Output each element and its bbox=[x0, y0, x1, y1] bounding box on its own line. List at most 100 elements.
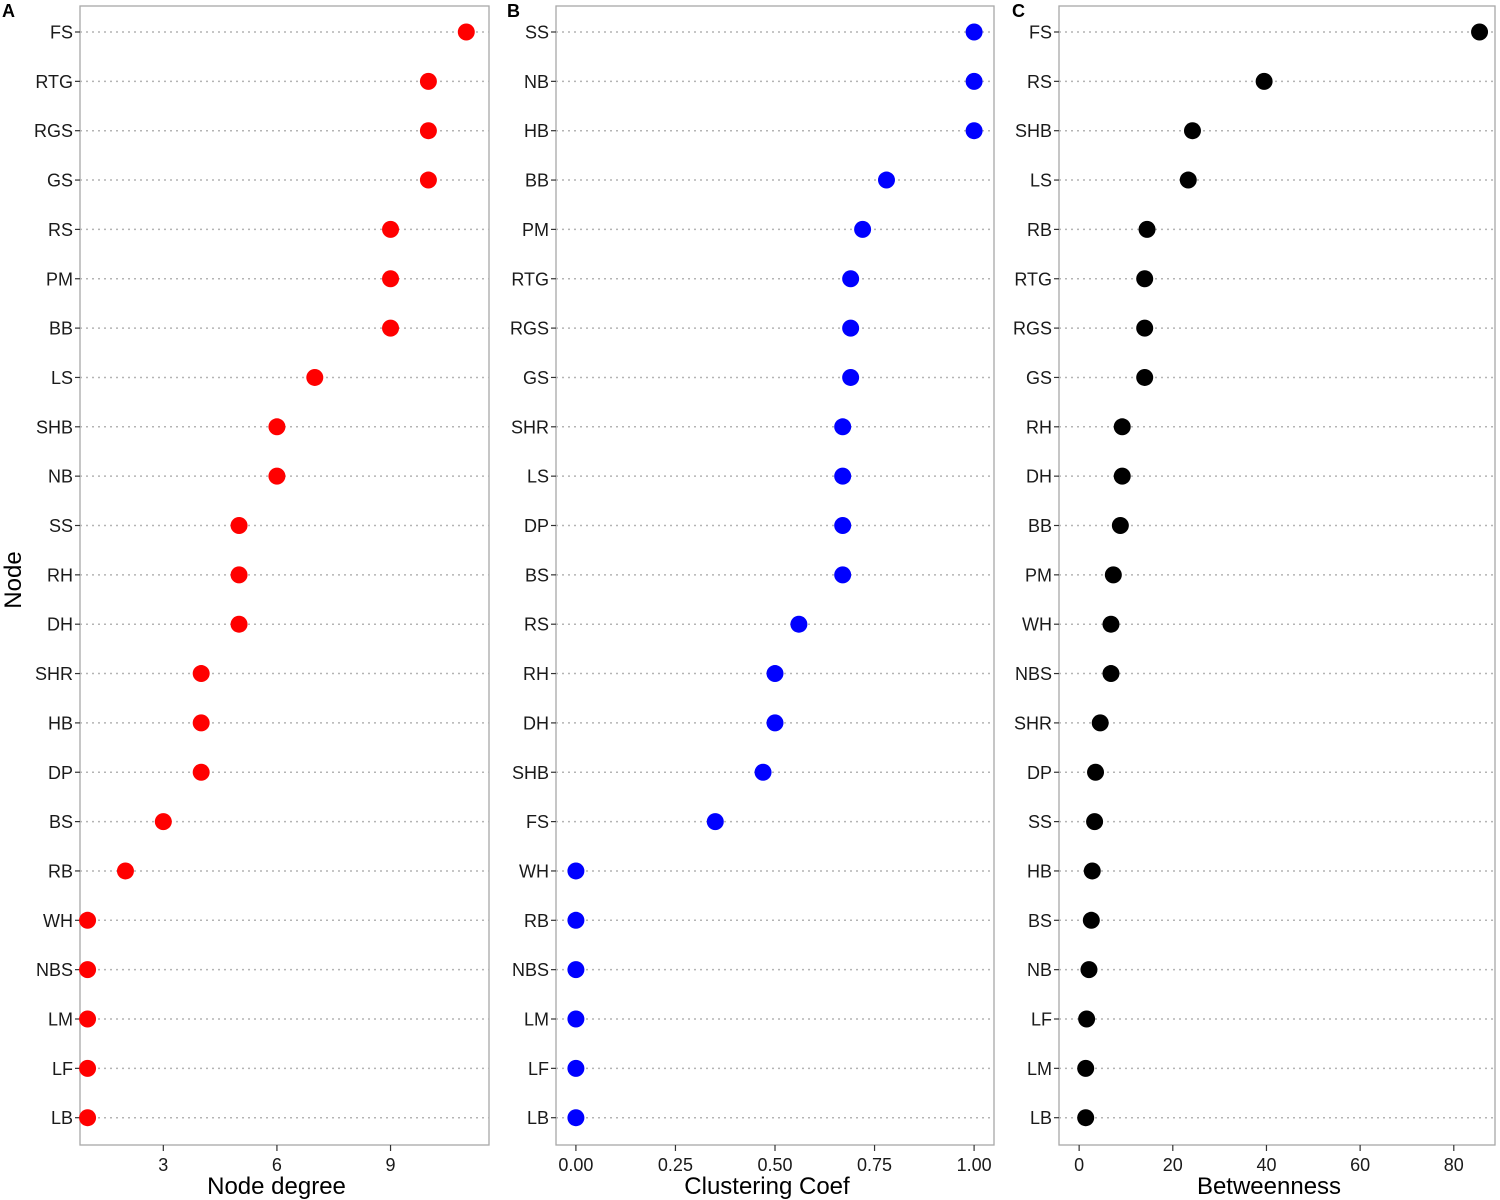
node-label: DP bbox=[48, 763, 73, 783]
x-tick-label: 6 bbox=[272, 1155, 282, 1175]
node-label: GS bbox=[523, 368, 549, 388]
data-point bbox=[1471, 23, 1489, 41]
data-point bbox=[1255, 72, 1273, 90]
node-label: GS bbox=[47, 171, 73, 191]
node-label: NB bbox=[524, 72, 549, 92]
node-label: NBS bbox=[512, 960, 549, 980]
x-tick-label: 0 bbox=[1074, 1155, 1084, 1175]
x-tick-label: 9 bbox=[386, 1155, 396, 1175]
data-point bbox=[1104, 566, 1122, 584]
data-point bbox=[766, 714, 784, 732]
data-point bbox=[842, 319, 860, 337]
node-label: RB bbox=[1027, 220, 1052, 240]
node-label: DP bbox=[524, 516, 549, 536]
panel-c: CFS RS SHB LS RB RTG RGS GS RH DH BB PM WH NBS SHR DP SS… bbox=[1012, 1, 1496, 1200]
x-tick-label: 0.50 bbox=[757, 1155, 792, 1175]
data-point bbox=[154, 813, 172, 831]
node-label: RH bbox=[1026, 417, 1052, 437]
node-label: LB bbox=[51, 1108, 73, 1128]
node-label: BB bbox=[1028, 516, 1052, 536]
node-label: RGS bbox=[34, 121, 73, 141]
node-label: RGS bbox=[1013, 319, 1052, 339]
node-label: RTG bbox=[511, 269, 549, 289]
data-point bbox=[79, 1059, 97, 1077]
node-label: RTG bbox=[1014, 269, 1052, 289]
data-point bbox=[754, 763, 772, 781]
x-tick-label: 0.25 bbox=[658, 1155, 693, 1175]
node-label: BS bbox=[525, 565, 549, 585]
node-label: RB bbox=[48, 861, 73, 881]
node-label: WH bbox=[519, 861, 549, 881]
data-point bbox=[230, 517, 248, 534]
node-label: LM bbox=[524, 1010, 549, 1030]
data-point bbox=[1113, 418, 1131, 436]
node-label: LS bbox=[1030, 171, 1052, 191]
node-label: SHB bbox=[36, 417, 73, 437]
data-point bbox=[766, 665, 784, 683]
data-point bbox=[192, 763, 210, 781]
node-label: BB bbox=[525, 171, 549, 191]
data-point bbox=[834, 467, 852, 485]
panel-a: A FS RTG RGS GS RS PM BB LS SHB NB SS RH DH SHR HB DP BS R… bbox=[2, 1, 490, 1200]
data-point bbox=[567, 862, 585, 880]
data-point bbox=[1087, 763, 1105, 781]
node-label: LS bbox=[51, 368, 73, 388]
x-tick-label: 1.00 bbox=[957, 1155, 992, 1175]
node-label: PM bbox=[46, 269, 73, 289]
data-point bbox=[79, 1109, 97, 1127]
data-point bbox=[567, 961, 585, 979]
data-point bbox=[1179, 171, 1197, 189]
data-point bbox=[842, 270, 860, 288]
node-label: DH bbox=[47, 615, 73, 635]
data-point bbox=[268, 418, 286, 436]
node-label: DH bbox=[523, 713, 549, 733]
data-point bbox=[965, 122, 983, 140]
node-label: SHB bbox=[512, 763, 549, 783]
node-label: SS bbox=[1028, 812, 1052, 832]
x-tick-label: 40 bbox=[1256, 1155, 1276, 1175]
panel-b: BSS NB HB BB PM RTG RGS GS SHR LS DP BS RS RH DH SHB FS W… bbox=[507, 1, 995, 1200]
x-axis-title: Betweenness bbox=[1197, 1173, 1341, 1200]
node-label: LM bbox=[1027, 1059, 1052, 1079]
data-point bbox=[79, 911, 97, 929]
node-label: FS bbox=[50, 23, 73, 43]
node-label: LM bbox=[48, 1010, 73, 1030]
node-label: RS bbox=[524, 615, 549, 635]
data-point bbox=[1136, 368, 1154, 386]
data-point bbox=[1083, 862, 1101, 880]
x-tick-label: 3 bbox=[158, 1155, 168, 1175]
x-tick-label: 80 bbox=[1444, 1155, 1464, 1175]
node-label: SS bbox=[49, 516, 73, 536]
data-point bbox=[854, 220, 872, 238]
node-label: NB bbox=[48, 467, 73, 487]
node-label: RGS bbox=[510, 319, 549, 339]
node-label: RH bbox=[523, 664, 549, 684]
data-point bbox=[1183, 122, 1201, 140]
x-tick-label: 0.75 bbox=[857, 1155, 892, 1175]
node-label: DP bbox=[1027, 763, 1052, 783]
node-label: HB bbox=[1027, 861, 1052, 881]
node-label: NBS bbox=[1015, 664, 1052, 684]
node-label: SHR bbox=[511, 417, 549, 437]
node-label: LS bbox=[527, 467, 549, 487]
node-label: GS bbox=[1026, 368, 1052, 388]
data-point bbox=[419, 171, 437, 189]
data-point bbox=[1077, 1109, 1095, 1127]
node-label: RS bbox=[48, 220, 73, 240]
node-label: PM bbox=[522, 220, 549, 240]
node-label: NB bbox=[1027, 960, 1052, 980]
x-axis-title: Clustering Coef bbox=[684, 1173, 850, 1200]
node-label: SHB bbox=[1015, 121, 1052, 141]
node-label: RH bbox=[47, 565, 73, 585]
node-label: SS bbox=[525, 23, 549, 43]
data-point bbox=[1113, 467, 1131, 485]
panel-tag: C bbox=[1012, 1, 1025, 21]
data-point bbox=[192, 665, 210, 683]
data-point bbox=[419, 72, 437, 90]
data-point bbox=[192, 714, 210, 732]
node-label: BB bbox=[49, 319, 73, 339]
node-label: LB bbox=[1030, 1108, 1052, 1128]
data-point bbox=[1082, 911, 1100, 929]
data-point bbox=[457, 23, 475, 41]
data-point bbox=[116, 862, 134, 880]
